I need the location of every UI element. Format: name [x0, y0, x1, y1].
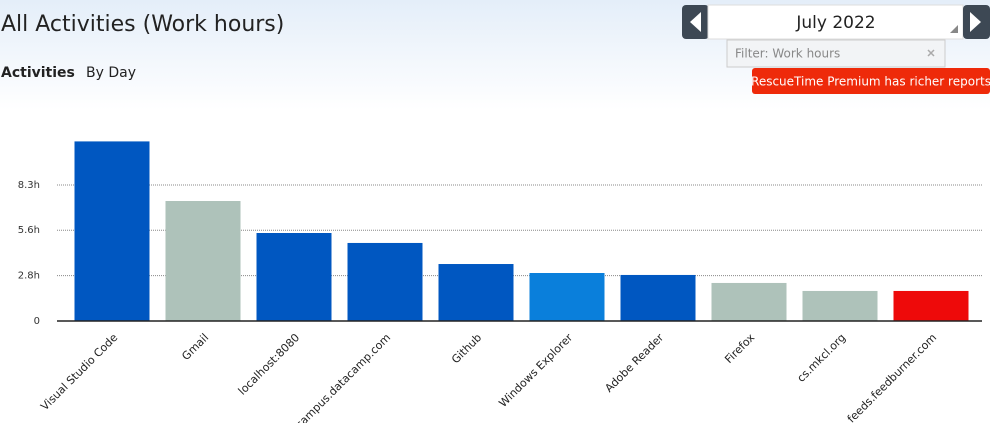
prev-arrow — [690, 12, 701, 32]
bar[interactable] — [893, 290, 969, 321]
bar[interactable] — [347, 242, 423, 321]
date-picker: July 2022 — [682, 4, 990, 40]
bar[interactable] — [74, 141, 150, 321]
y-tick-label: 8.3h — [18, 180, 40, 191]
tab-activities[interactable]: Activities — [1, 65, 75, 81]
bar[interactable] — [620, 274, 696, 321]
tab-by-day[interactable]: By Day — [86, 65, 136, 81]
x-tick-label: cs.mkcl.org — [794, 331, 848, 385]
bar[interactable] — [438, 264, 514, 321]
date-label: July 2022 — [795, 13, 875, 33]
premium-button[interactable] — [752, 68, 990, 94]
x-tick-label: Github — [449, 331, 484, 366]
x-tick-label: Visual Studio Code — [38, 331, 120, 413]
y-tick-label: 5.6h — [18, 225, 40, 236]
bar[interactable] — [256, 233, 332, 321]
bar[interactable] — [802, 290, 878, 321]
y-tick-label: 0 — [34, 316, 40, 327]
x-tick-label: localhost:8080 — [236, 331, 303, 398]
x-tick-label: campus.datacamp.com — [293, 331, 393, 423]
x-tick-label: Adobe Reader — [602, 331, 666, 395]
x-tick-label: Firefox — [722, 331, 757, 366]
premium-label: RescueTime Premium has richer reports — [751, 75, 990, 89]
x-tick-label: Gmail — [179, 331, 211, 363]
filter-label: Filter: Work hours — [735, 47, 840, 61]
bar[interactable] — [711, 282, 787, 321]
x-tick-label: feeds.feedburner.com — [845, 331, 939, 423]
bar[interactable] — [165, 201, 241, 321]
next-arrow — [970, 12, 981, 32]
resize-grip — [950, 25, 958, 33]
filter-box[interactable] — [726, 39, 946, 68]
x-tick-label: Windows Explorer — [496, 331, 575, 410]
bar[interactable] — [529, 273, 605, 321]
chart: 0 2.8h 5.6h 8.3h Visual Studio Code Gmail loca… — [18, 141, 982, 427]
filter-clear[interactable] — [927, 49, 935, 57]
y-tick-label: 2.8h — [18, 271, 40, 282]
page-title: All Activities (Work hours) — [1, 12, 284, 37]
date-select[interactable] — [707, 4, 964, 40]
